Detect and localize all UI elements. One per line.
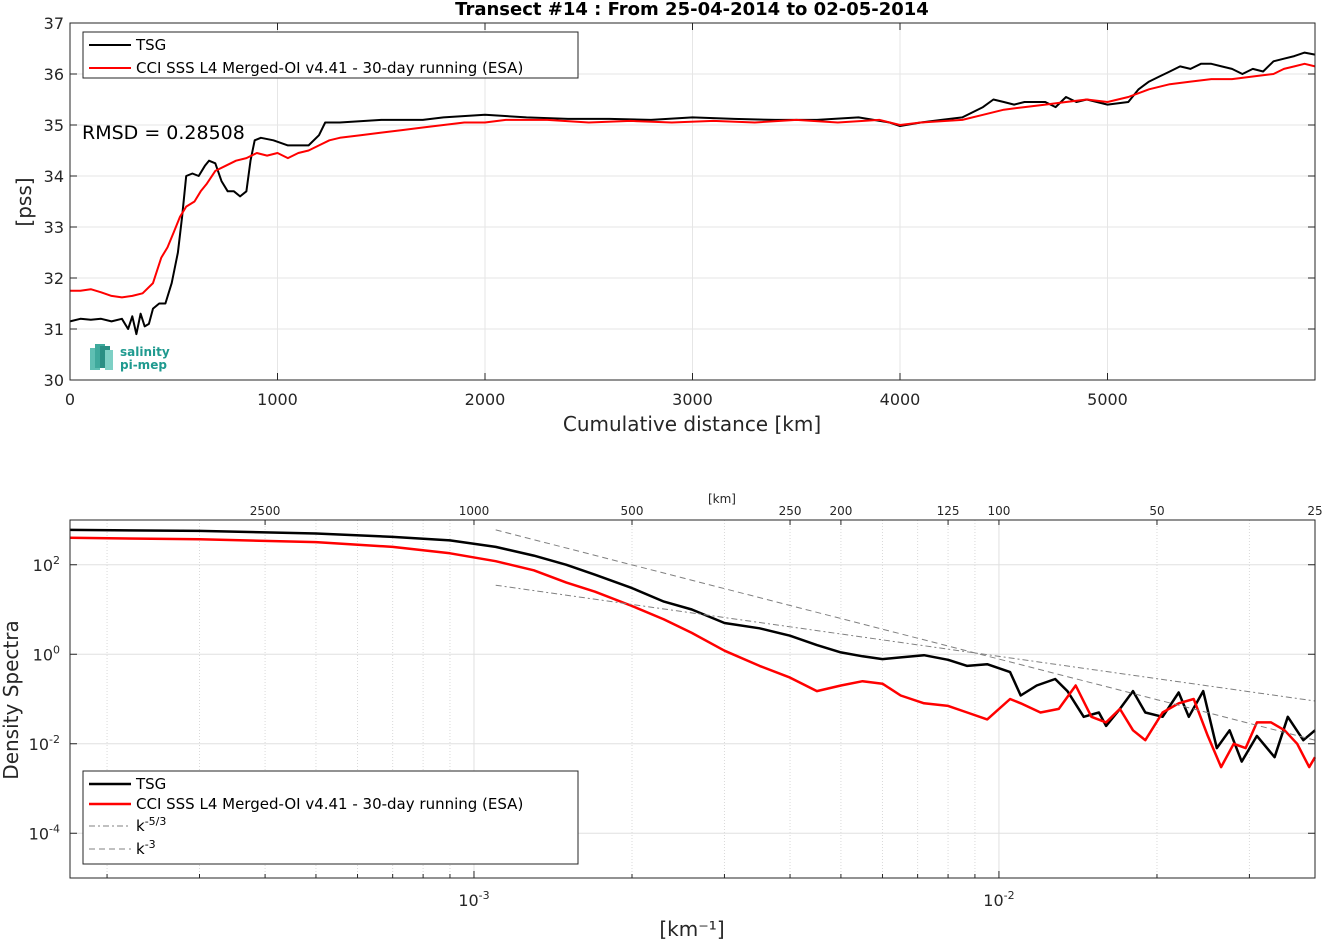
top-x-axis-label: Cumulative distance [km] [563,412,821,436]
top-xtick-label: 5000 [1087,390,1128,409]
bottom-xtick-label: 10-3 [458,889,489,910]
k-3-reference-line [495,529,1316,741]
legend2-label-k3: k-3 [136,838,156,858]
top-y-axis-label: [pss] [12,177,36,226]
top-ytick-label: 35 [44,116,64,135]
logo-text-pi-mep: pi-mep [120,358,167,372]
top-ticks: 0 1000 2000 3000 4000 5000 30 31 32 33 34 35 36 37 [44,14,1315,409]
legend2-label-tsg: TSG [135,775,166,793]
top-km-tick-label: 2500 [250,504,281,518]
bottom-ytick-label: 10-2 [29,733,60,754]
legend-label-tsg: TSG [135,36,166,54]
bottom-chart: 10-3 10-2 102 100 10-2 10-4 2500 1000 500 250 200 1… [0,492,1323,941]
top-km-tick-label: 50 [1149,504,1164,518]
legend-label-cci: CCI SSS L4 Merged-OI v4.41 - 30-day runn… [136,59,523,77]
bottom-ytick-label: 100 [33,643,60,664]
top-ytick-label: 30 [44,371,64,390]
top-legend: TSG CCI SSS L4 Merged-OI v4.41 - 30-day … [82,31,579,79]
tsg-spectrum-line [69,528,1316,763]
legend2-label-k53: k-5/3 [136,815,166,835]
bottom-series-lines [69,528,1317,769]
bottom-x-axis-label: [km⁻¹] [659,917,724,941]
salinity-pi-mep-logo: salinity pi-mep [90,344,170,372]
top-ytick-label: 36 [44,65,64,84]
bottom-ticks: 10-3 10-2 102 100 10-2 10-4 2500 1000 500 250 200 1… [29,504,1323,910]
top-xtick-label: 3000 [672,390,713,409]
logo-text-salinity: salinity [120,345,170,359]
top-xtick-label: 1000 [257,390,298,409]
top-km-tick-label: 125 [937,504,960,518]
bottom-ytick-label: 10-4 [29,822,60,843]
bottom-plot-frame [69,519,1316,879]
top-km-tick-label: 500 [621,504,644,518]
bottom-ytick-label: 102 [33,554,60,575]
cci-series-line [70,62,1316,299]
top-xtick-label: 2000 [465,390,506,409]
top-km-tick-label: 100 [987,504,1010,518]
k-5-3-reference-line [495,584,1316,702]
top-km-tick-label: 1000 [459,504,490,518]
top-series-lines [69,51,1316,336]
bottom-legend: TSG CCI SSS L4 Merged-OI v4.41 - 30-day … [82,770,579,865]
chart-title: Transect #14 : From 25-04-2014 to 02-05-… [455,0,929,20]
top-ytick-label: 33 [44,218,64,237]
bottom-xtick-label: 10-2 [983,889,1014,910]
top-km-tick-label: 250 [779,504,802,518]
top-ytick-label: 34 [44,167,64,186]
rmsd-annotation: RMSD = 0.28508 [82,122,245,144]
top-km-tick-label: 25 [1307,504,1322,518]
tsg-series-line [69,51,1316,336]
cci-spectrum-line [69,536,1317,769]
top-chart: Transect #14 : From 25-04-2014 to 02-05-… [12,0,1316,436]
top-ytick-label: 32 [44,269,64,288]
top-ytick-label: 31 [44,320,64,339]
bottom-y-axis-label: Density Spectra [0,620,23,779]
top-xtick-label: 4000 [880,390,921,409]
legend2-label-cci: CCI SSS L4 Merged-OI v4.41 - 30-day runn… [136,795,523,813]
top-ytick-label: 37 [44,14,64,33]
top-axis-km-label: [km] [708,492,736,506]
top-xtick-label: 0 [65,390,75,409]
top-km-tick-label: 200 [829,504,852,518]
